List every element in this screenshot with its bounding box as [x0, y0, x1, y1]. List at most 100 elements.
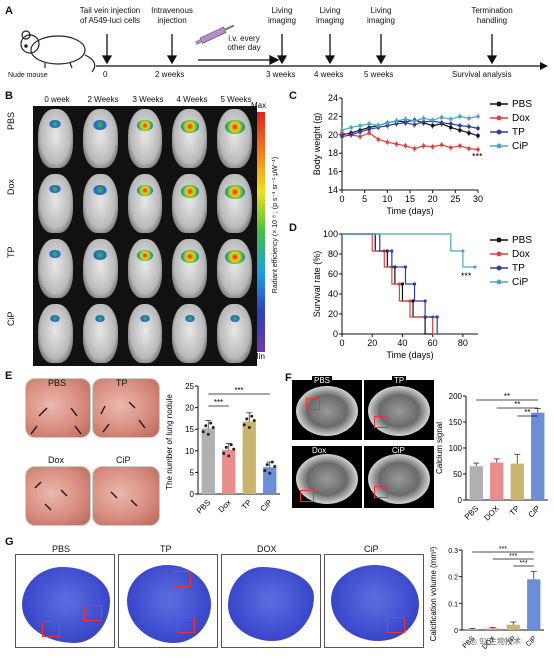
x-tick-label: Dox [217, 498, 233, 514]
censor-point [403, 265, 408, 269]
y-tick-label: 18 [328, 148, 338, 158]
volume-render-tp [118, 554, 218, 648]
significance-marker: *** [519, 560, 527, 567]
significance-marker: *** [461, 271, 472, 281]
lung-image-cip [92, 466, 160, 526]
bioluminescence-signal [229, 315, 240, 322]
survival-line-tp [342, 233, 442, 335]
imaging-grid [33, 106, 257, 366]
data-point [403, 121, 408, 125]
data-point [467, 116, 471, 121]
data-point [412, 146, 417, 151]
data-point [421, 116, 426, 121]
syringe-icon [194, 24, 235, 46]
data-point [385, 140, 390, 144]
significance-marker: *** [214, 398, 223, 407]
imaging-row-3: CiP [6, 311, 16, 326]
x-axis-label: Time (days) [386, 206, 433, 216]
x-tick-label: 10 [382, 194, 392, 204]
ct-label-tp: TP [392, 376, 407, 385]
ct-image-cip [364, 446, 434, 508]
y-tick-label: 50 [453, 470, 462, 479]
y-tick-label: 40 [328, 289, 338, 299]
mouse-image [217, 304, 252, 363]
bioluminescence-signal [49, 120, 62, 129]
data-point [403, 144, 408, 148]
data-point [421, 144, 426, 148]
y-tick-label: 0 [454, 628, 458, 635]
data-point [250, 414, 254, 418]
panel-label-b: B [5, 90, 13, 102]
data-point [449, 117, 453, 121]
data-point [458, 144, 462, 148]
mouse-image [38, 304, 73, 363]
y-tick-label: 14 [328, 185, 338, 195]
data-point [376, 123, 381, 128]
bar-cip [531, 412, 545, 500]
data-point [204, 424, 208, 428]
x-tick-label: 30 [473, 194, 483, 204]
y-tick-label: 20 [185, 404, 194, 413]
bioluminescence-signal [93, 185, 108, 195]
data-point [367, 127, 371, 132]
data-point [358, 123, 362, 128]
data-point [273, 464, 277, 468]
legend-label-cip: CiP [512, 141, 528, 152]
bar-dox [486, 628, 500, 630]
significance-marker: ** [504, 392, 510, 401]
series-line-cip [341, 115, 479, 131]
ct-image-dox [292, 446, 362, 508]
x-tick-label: 20 [428, 194, 438, 204]
significance-marker: *** [499, 546, 507, 553]
y-tick-label: 10 [185, 447, 194, 456]
significance-marker: *** [234, 386, 243, 395]
bioluminescence-signal [180, 250, 199, 263]
data-point [394, 142, 399, 146]
imaging-col-1: 2 Weeks [87, 95, 119, 104]
data-point [412, 119, 417, 123]
data-point [229, 443, 233, 447]
y-axis-label: Survival rate (%) [312, 251, 322, 318]
imaging-row-0: PBS [6, 111, 16, 130]
bioluminescence-signal [180, 120, 199, 133]
data-point [403, 117, 408, 121]
data-point [349, 125, 353, 130]
y-tick-label: 80 [328, 249, 338, 259]
step-label-4: Living imaging [315, 6, 344, 25]
censor-point [461, 249, 465, 253]
mouse-image [127, 304, 163, 363]
y-tick-label: 16 [328, 167, 338, 177]
bar-dox [490, 462, 504, 500]
legend-marker [496, 265, 502, 271]
y-tick-label: 15 [185, 425, 194, 434]
step-label-2: i.v. every other day [227, 34, 261, 52]
x-axis-label: Time (days) [386, 350, 433, 360]
legend-marker [496, 101, 502, 107]
significance-marker: ** [524, 408, 530, 417]
y-tick-label: 60 [328, 269, 338, 279]
x-tick-label: DOX [482, 503, 501, 522]
data-point [449, 121, 453, 126]
lung-label-dox: Dox [48, 455, 65, 465]
step-time-4: 4 weeks [314, 70, 344, 79]
data-point [201, 430, 205, 434]
step-label-1: Intravenous injection [151, 6, 193, 25]
data-point [358, 134, 362, 139]
mouse-image [82, 304, 118, 363]
data-point [467, 131, 471, 135]
x-tick-label: 20 [367, 338, 377, 348]
y-tick-label: 0.1 [448, 601, 458, 608]
mouse-image [172, 304, 208, 363]
bioluminescence-signal [50, 315, 61, 322]
y-tick-label: 22 [328, 111, 338, 121]
x-tick-label: 15 [405, 194, 415, 204]
data-point [247, 425, 251, 429]
significance-marker: *** [509, 553, 517, 560]
mouse-image [127, 174, 163, 233]
legend-marker [496, 279, 502, 285]
data-point [340, 128, 344, 132]
imaging-row-2: TP [6, 246, 16, 258]
bioluminescence-signal [137, 120, 153, 132]
data-point [358, 130, 362, 134]
y-tick-label: 20 [328, 309, 338, 319]
